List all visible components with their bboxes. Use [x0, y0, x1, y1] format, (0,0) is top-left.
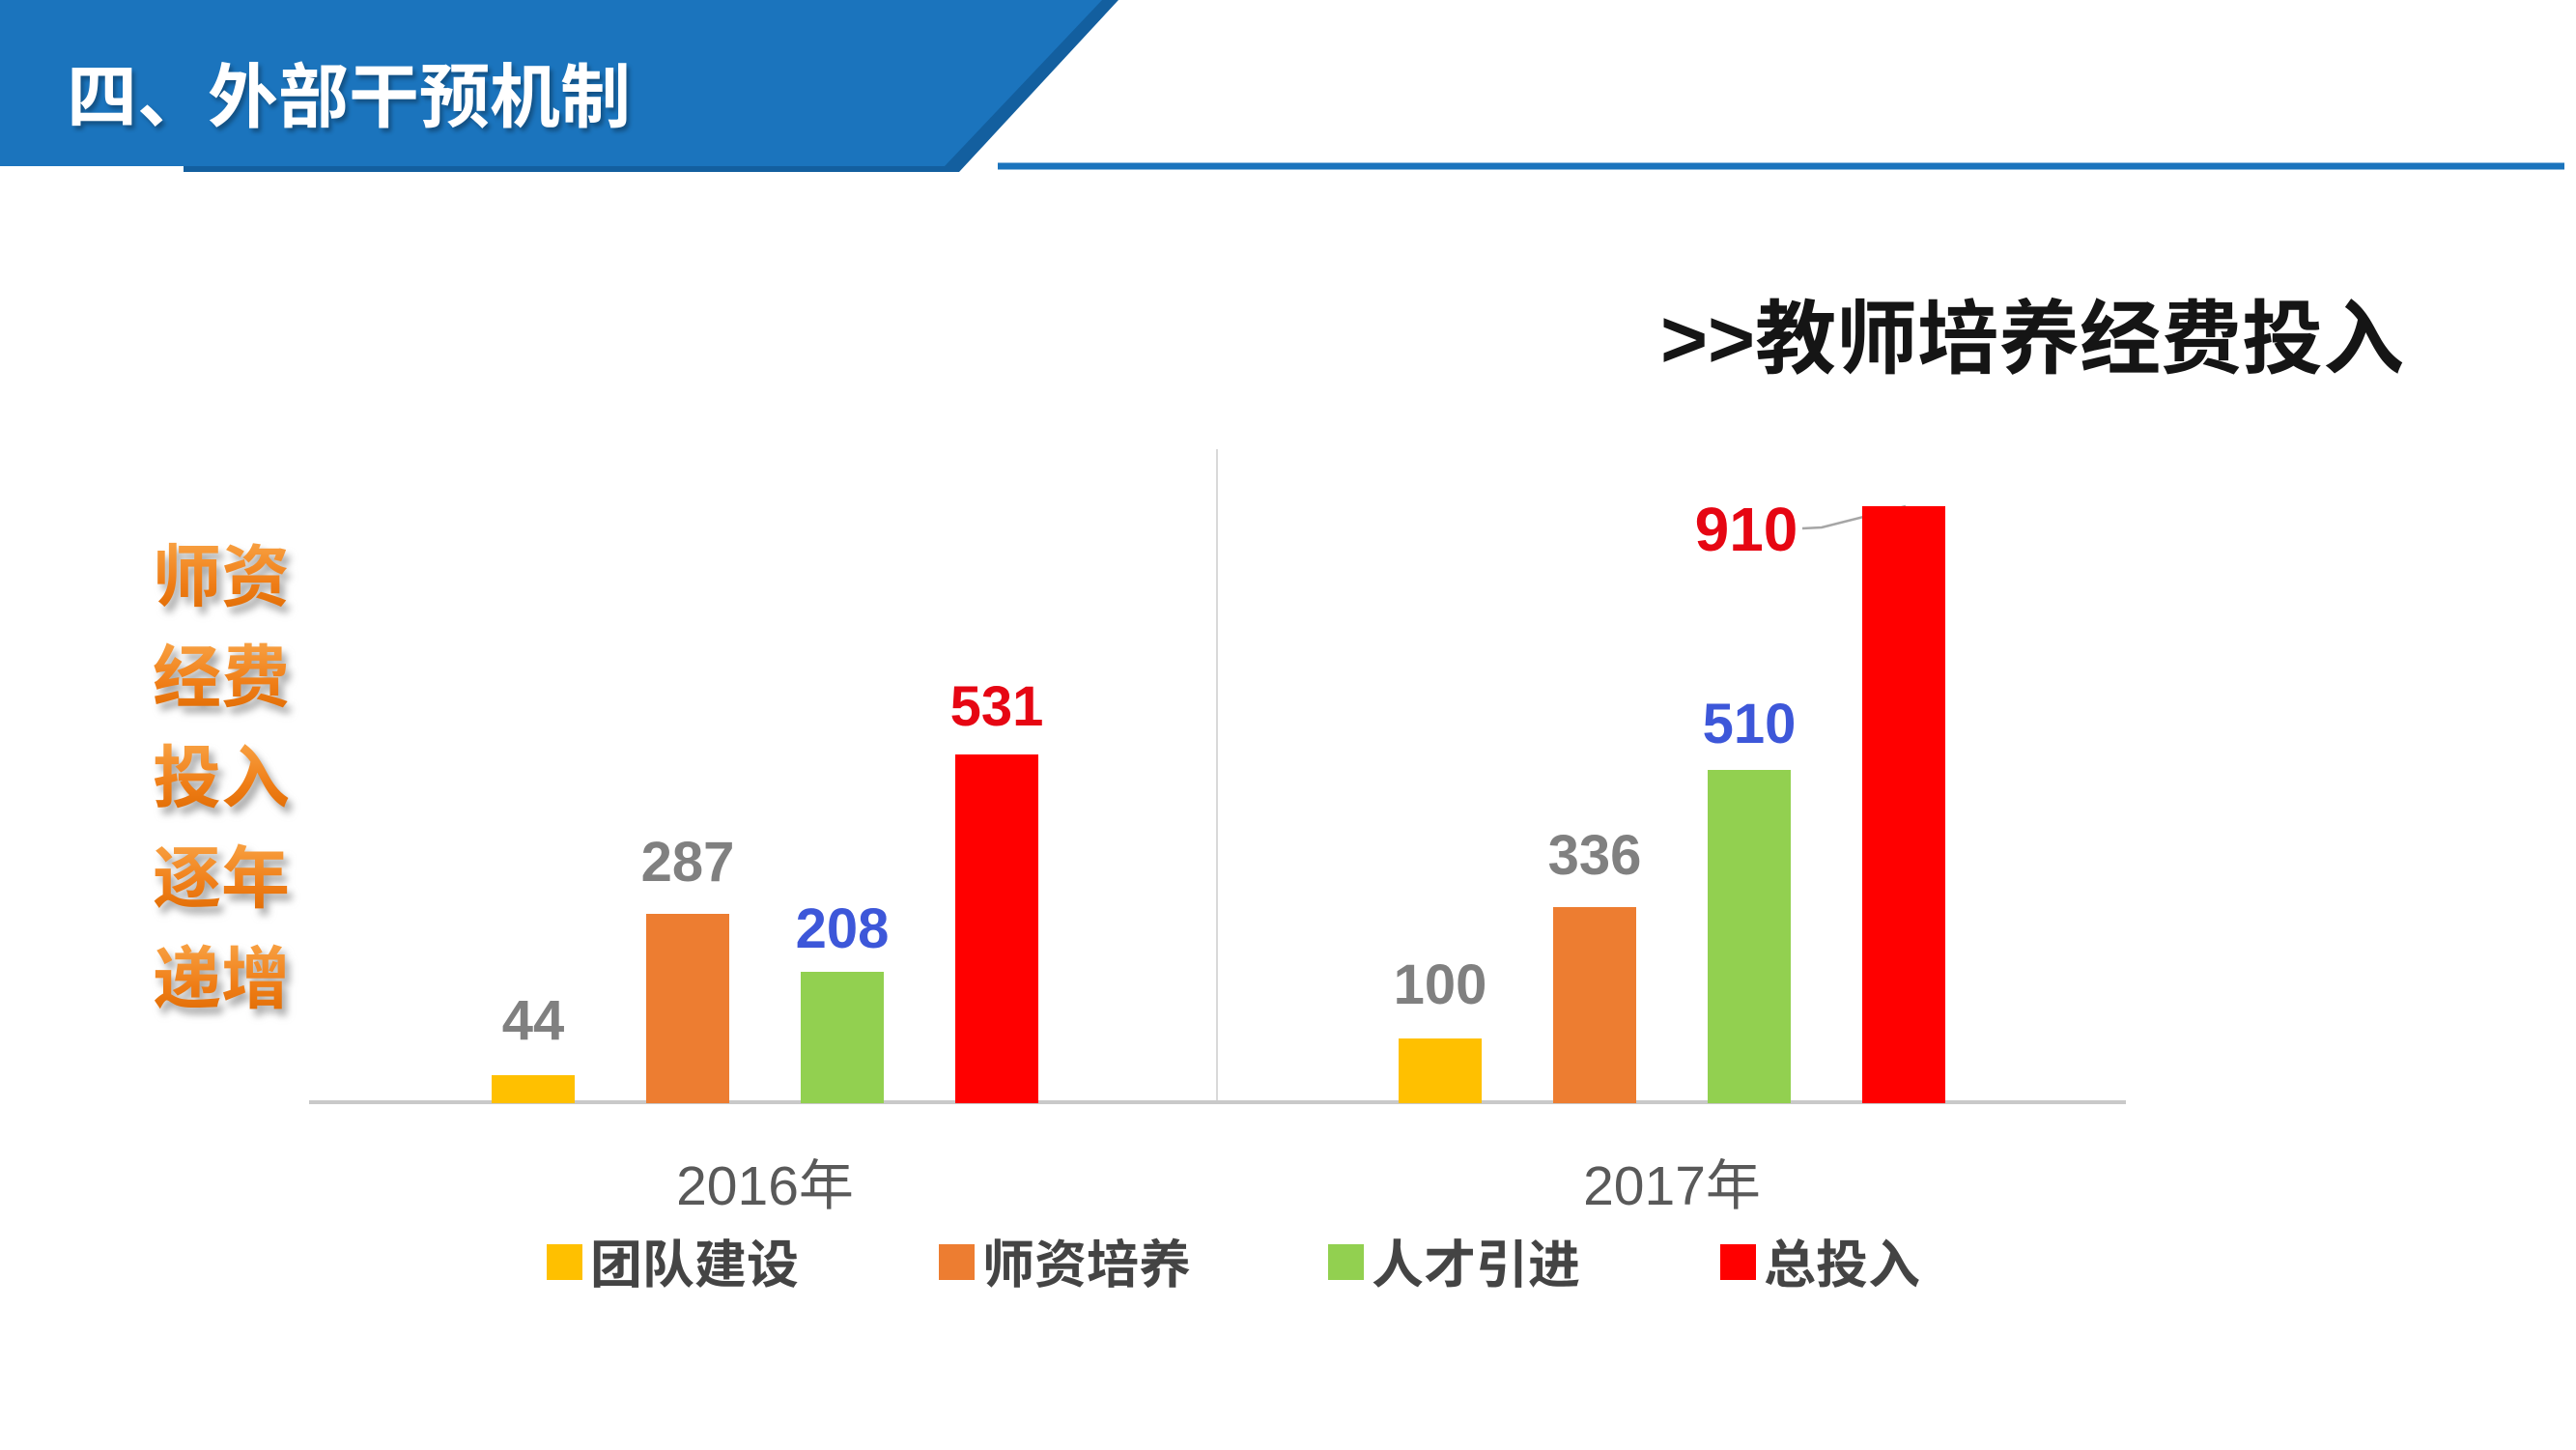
bar-总投入-2017年: [1862, 506, 1945, 1103]
legend-label-人才引进: 人才引进: [1372, 1222, 1580, 1298]
value-label-团队建设-2016年: 44: [501, 975, 565, 1056]
bar-人才引进-2016年: [801, 972, 884, 1103]
legend-label-师资培养: 师资培养: [982, 1222, 1191, 1298]
legend-swatch-总投入: [1720, 1244, 1756, 1280]
value-label-师资培养-2017年: 336: [1547, 810, 1642, 891]
value-label-总投入-2016年: 531: [949, 661, 1044, 742]
legend-label-团队建设: 团队建设: [590, 1222, 799, 1298]
category-label-2017年: 2017年: [1583, 1142, 1761, 1221]
legend-swatch-师资培养: [939, 1244, 975, 1280]
value-label-人才引进-2016年: 208: [795, 883, 890, 964]
bar-团队建设-2016年: [492, 1075, 575, 1103]
bar-师资培养-2017年: [1553, 907, 1636, 1103]
side-caption: 师资 经费 投入 逐年 递增: [153, 522, 307, 1024]
header-banner: [0, 0, 2564, 172]
legend-label-总投入: 总投入: [1764, 1222, 1920, 1298]
header-rule-line: [998, 162, 2564, 170]
bar-团队建设-2017年: [1399, 1038, 1482, 1103]
value-label-师资培养-2016年: 287: [640, 816, 735, 897]
category-divider-line: [1216, 449, 1218, 1100]
bar-总投入-2016年: [955, 754, 1038, 1103]
banner-shape: [0, 0, 1102, 166]
x-axis-line: [309, 1100, 2126, 1104]
value-label-总投入-2017年: 910: [1694, 480, 1798, 569]
value-label-人才引进-2017年: 510: [1702, 678, 1797, 759]
value-label-团队建设-2017年: 100: [1393, 939, 1487, 1020]
bar-师资培养-2016年: [646, 914, 729, 1103]
slide-title: 四、外部干预机制: [67, 41, 631, 143]
category-label-2016年: 2016年: [676, 1142, 854, 1221]
bar-人才引进-2017年: [1708, 770, 1791, 1103]
legend-swatch-团队建设: [547, 1244, 582, 1280]
section-subtitle: >>教师培养经费投入: [1660, 274, 2405, 391]
legend-swatch-人才引进: [1328, 1244, 1364, 1280]
